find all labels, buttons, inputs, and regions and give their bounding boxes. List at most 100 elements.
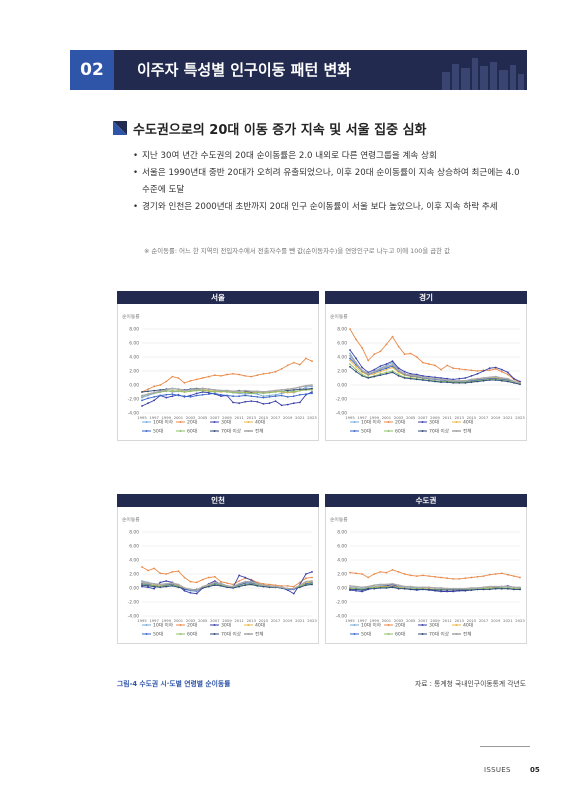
data-point <box>458 587 461 590</box>
x-tick-label: 2007 <box>210 619 220 623</box>
data-point <box>470 381 473 384</box>
x-tick-label: 2019 <box>491 619 501 623</box>
data-point <box>292 389 295 391</box>
x-tick-label: 2015 <box>467 619 477 623</box>
x-tick-label: 2001 <box>382 619 391 623</box>
data-point <box>311 571 313 573</box>
legend-marker <box>387 624 390 626</box>
data-point <box>391 370 394 372</box>
data-point <box>464 368 467 371</box>
chart-title: 수도권 <box>325 494 527 507</box>
data-point <box>403 370 406 373</box>
data-point <box>458 379 461 382</box>
data-point <box>355 362 357 365</box>
legend-marker <box>387 633 390 635</box>
data-point <box>349 354 351 357</box>
data-point <box>349 365 351 368</box>
data-point <box>409 374 412 377</box>
data-point <box>391 335 394 338</box>
legend-label: 70대 이상 <box>429 631 450 638</box>
data-point <box>409 377 412 380</box>
legend-label: 40대 <box>463 622 473 629</box>
data-point <box>250 392 253 395</box>
data-point <box>311 576 313 579</box>
data-point <box>165 585 168 588</box>
data-point <box>391 371 394 374</box>
data-point <box>183 391 186 393</box>
data-point <box>256 374 259 377</box>
x-tick-label: 2001 <box>382 416 391 420</box>
data-point <box>519 380 521 383</box>
data-point <box>500 585 503 588</box>
legend-label: 50대 <box>153 631 163 638</box>
legend-label: 10대 이하 <box>153 419 174 426</box>
data-point <box>298 584 301 587</box>
data-point <box>519 383 521 386</box>
data-point <box>397 584 400 587</box>
data-point <box>452 382 455 384</box>
data-point <box>385 571 388 574</box>
data-point <box>147 402 149 405</box>
data-point <box>519 588 521 591</box>
data-point <box>305 388 307 391</box>
x-tick-label: 2011 <box>442 619 451 623</box>
data-point <box>458 377 461 380</box>
data-point <box>361 373 364 376</box>
data-point <box>226 391 228 393</box>
x-tick-label: 2011 <box>234 619 243 623</box>
data-point <box>397 367 400 370</box>
data-point <box>262 585 265 588</box>
data-point <box>506 573 509 576</box>
x-tick-label: 2007 <box>418 416 428 420</box>
data-point <box>440 590 442 593</box>
data-point <box>250 390 253 393</box>
data-point <box>385 583 388 586</box>
data-point <box>238 585 241 588</box>
data-point <box>355 588 357 591</box>
data-point <box>268 583 271 586</box>
data-point <box>238 373 241 376</box>
x-tick-label: 2005 <box>198 416 208 420</box>
data-point <box>177 390 180 393</box>
data-point <box>494 585 497 588</box>
y-tick-label: 4.00 <box>129 355 139 361</box>
data-point <box>244 375 247 377</box>
data-point <box>513 382 515 384</box>
data-point <box>159 583 162 586</box>
data-point <box>195 589 198 591</box>
data-point <box>415 373 418 376</box>
y-tick-label: 8.00 <box>129 327 139 333</box>
data-point <box>488 376 491 379</box>
data-point <box>232 585 234 588</box>
data-point <box>207 576 210 579</box>
legend-label: 전체 <box>463 631 471 638</box>
data-point <box>482 370 485 372</box>
data-point <box>379 374 382 377</box>
chart-title: 인천 <box>117 494 319 507</box>
data-point <box>373 368 376 371</box>
x-tick-label: 2021 <box>295 416 304 420</box>
data-point <box>286 389 289 392</box>
data-point <box>141 396 143 399</box>
data-point <box>280 390 283 393</box>
legend-marker <box>353 430 356 432</box>
data-point <box>213 389 216 391</box>
data-point <box>153 396 156 398</box>
legend-label: 60대 <box>187 631 197 638</box>
legend-marker <box>455 430 458 432</box>
series-line <box>349 328 521 383</box>
data-point <box>298 401 301 404</box>
x-tick-label: 2015 <box>467 416 477 420</box>
data-point <box>183 395 186 398</box>
data-point <box>153 587 156 590</box>
data-point <box>153 391 156 394</box>
data-point <box>238 582 241 585</box>
data-point <box>494 379 497 381</box>
data-point <box>292 585 295 588</box>
data-point <box>250 395 253 398</box>
y-tick-label: 4.00 <box>337 355 347 361</box>
legend-marker <box>213 633 216 635</box>
data-point <box>349 349 351 351</box>
